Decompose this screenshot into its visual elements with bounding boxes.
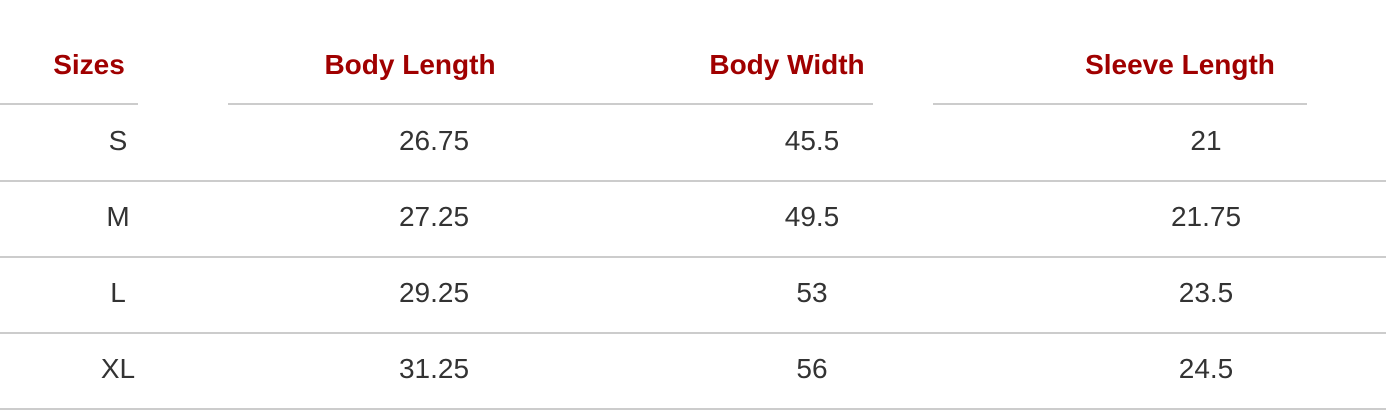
row-divider [0, 256, 1386, 258]
table-cell: 45.5 [784, 125, 840, 156]
header-rule [0, 103, 138, 105]
table-cell: 56 [796, 353, 828, 384]
table-cell: M [106, 201, 130, 232]
row-divider [0, 408, 1386, 410]
table-cell: 24.5 [1178, 353, 1234, 384]
row-divider [0, 332, 1386, 334]
table-cell: L [110, 277, 126, 308]
column-header: Sizes [53, 49, 125, 80]
table-cell: XL [100, 353, 136, 384]
row-divider [0, 180, 1386, 182]
table-cell: 49.5 [784, 201, 840, 232]
column-header: Sleeve Length [1085, 49, 1275, 80]
column-header: Body Length [324, 49, 496, 80]
table-cell: 27.25 [398, 201, 470, 232]
table-cell: 31.25 [398, 353, 470, 384]
table-cell: 23.5 [1178, 277, 1234, 308]
table-cell: 53 [796, 277, 828, 308]
table-cell: 21.75 [1170, 201, 1242, 232]
table-cell: 26.75 [398, 125, 470, 156]
column-header: Body Width [709, 49, 865, 80]
table-cell: S [108, 125, 128, 156]
table-cell: 21 [1190, 125, 1222, 156]
header-rule [933, 103, 1307, 105]
table-cell: 29.25 [398, 277, 470, 308]
header-rule [228, 103, 873, 105]
